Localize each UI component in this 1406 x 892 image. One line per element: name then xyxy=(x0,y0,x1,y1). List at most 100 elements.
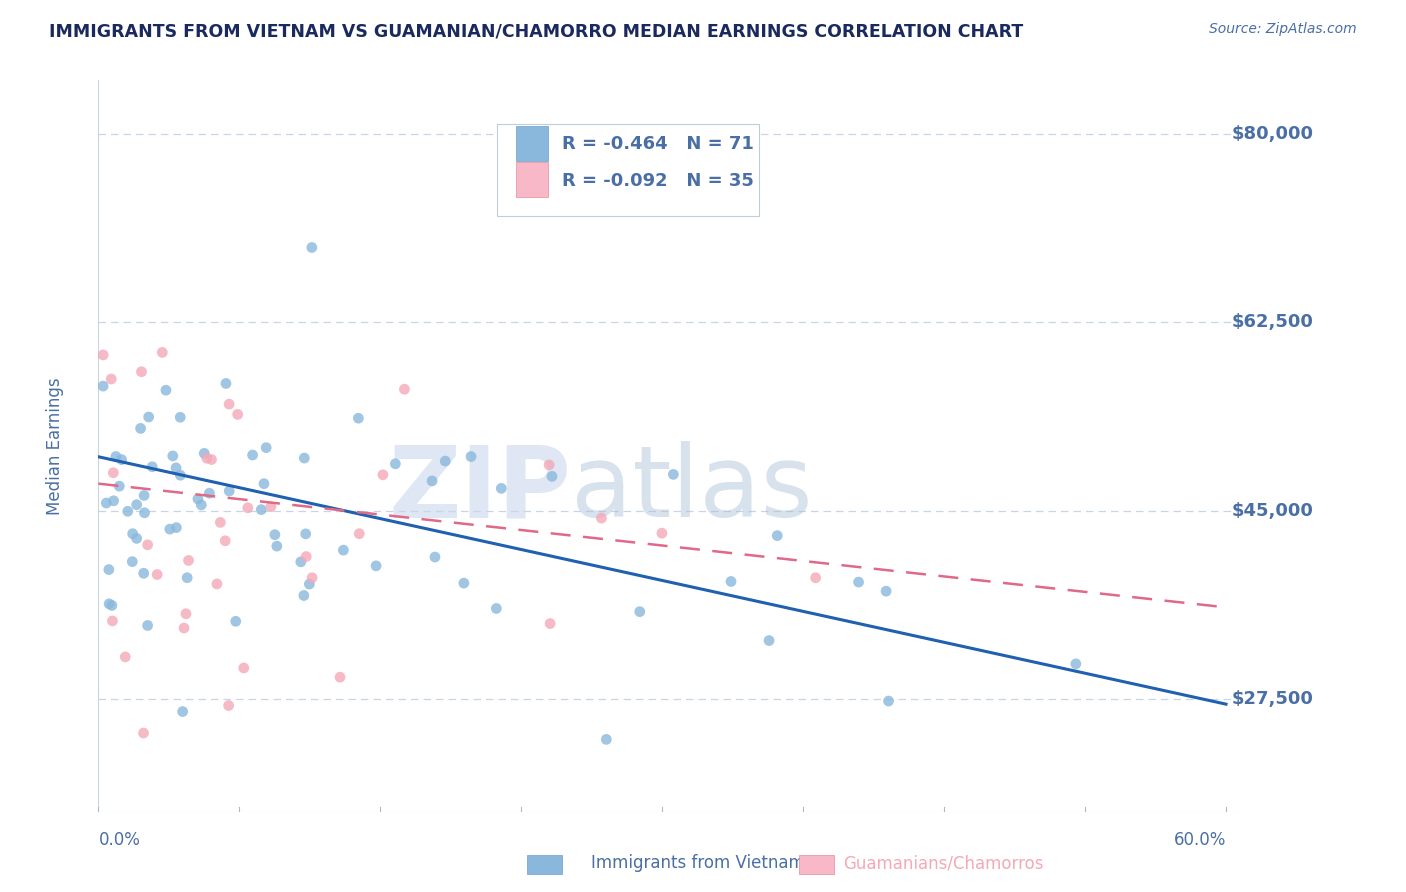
Point xyxy=(266,539,288,553)
Point xyxy=(1064,657,1087,671)
Text: atlas: atlas xyxy=(571,442,813,539)
Point xyxy=(364,558,387,573)
Text: Immigrants from Vietnam: Immigrants from Vietnam xyxy=(591,855,804,872)
Point xyxy=(169,410,191,425)
Point xyxy=(394,382,416,396)
Point xyxy=(371,467,394,482)
Point xyxy=(260,500,283,514)
Point xyxy=(218,397,240,411)
Point xyxy=(177,553,200,567)
Point xyxy=(875,584,897,599)
Point xyxy=(136,538,159,552)
Point xyxy=(198,486,221,500)
Point xyxy=(121,526,143,541)
Point xyxy=(226,408,249,422)
Point xyxy=(138,409,160,424)
Text: ZIP: ZIP xyxy=(388,442,571,539)
Text: $62,500: $62,500 xyxy=(1232,313,1313,331)
Point xyxy=(301,240,323,254)
Point xyxy=(290,555,312,569)
Point xyxy=(595,732,617,747)
Point xyxy=(91,379,114,393)
Point xyxy=(225,615,247,629)
Point xyxy=(209,516,232,530)
Point xyxy=(165,520,187,534)
Point xyxy=(162,449,184,463)
Point xyxy=(125,532,148,546)
Text: 0.0%: 0.0% xyxy=(98,831,141,849)
Text: 60.0%: 60.0% xyxy=(1174,831,1226,849)
Point xyxy=(190,498,212,512)
Text: Guamanians/Chamorros: Guamanians/Chamorros xyxy=(844,855,1045,872)
Point xyxy=(174,607,197,621)
Text: Median Earnings: Median Earnings xyxy=(46,377,65,515)
Point xyxy=(347,411,370,425)
Point xyxy=(263,527,285,541)
Text: $80,000: $80,000 xyxy=(1232,125,1313,143)
Point xyxy=(193,446,215,460)
Text: R = -0.464   N = 71: R = -0.464 N = 71 xyxy=(562,135,754,153)
Point xyxy=(434,454,457,468)
Point xyxy=(187,491,209,506)
Point xyxy=(121,555,143,569)
FancyBboxPatch shape xyxy=(516,126,548,161)
Point xyxy=(110,452,132,467)
Point xyxy=(101,614,124,628)
Point xyxy=(205,577,228,591)
Point xyxy=(384,457,406,471)
Point xyxy=(420,474,443,488)
Point xyxy=(134,506,156,520)
Point xyxy=(117,504,139,518)
Point xyxy=(651,526,673,541)
Point xyxy=(329,670,352,684)
Text: $27,500: $27,500 xyxy=(1232,690,1313,707)
Point xyxy=(758,633,780,648)
Point xyxy=(200,452,222,467)
Point xyxy=(141,459,163,474)
Point xyxy=(250,502,273,516)
Point xyxy=(848,575,870,590)
Point xyxy=(103,493,125,508)
Point xyxy=(294,526,316,541)
Point xyxy=(132,488,155,502)
Point xyxy=(804,571,827,585)
Point xyxy=(491,482,513,496)
Point xyxy=(91,348,114,362)
Point xyxy=(295,549,318,564)
Point xyxy=(155,383,177,397)
Text: R = -0.092   N = 35: R = -0.092 N = 35 xyxy=(562,172,754,190)
Point xyxy=(298,577,321,591)
Point xyxy=(332,543,354,558)
Text: $45,000: $45,000 xyxy=(1232,501,1313,519)
Point xyxy=(214,533,236,548)
Point xyxy=(292,451,315,466)
Point xyxy=(172,705,194,719)
Point xyxy=(301,571,323,585)
Point xyxy=(132,566,155,581)
FancyBboxPatch shape xyxy=(516,162,548,197)
Point xyxy=(453,576,475,591)
Point xyxy=(218,483,240,498)
Point xyxy=(169,468,191,483)
Point xyxy=(136,618,159,632)
Point xyxy=(96,496,118,510)
Point xyxy=(292,589,315,603)
Point xyxy=(349,526,371,541)
Point xyxy=(165,461,187,475)
Point xyxy=(125,498,148,512)
Point xyxy=(215,376,238,391)
Point xyxy=(150,345,173,359)
Point xyxy=(97,563,120,577)
Point xyxy=(132,726,155,740)
Point xyxy=(628,605,651,619)
Point xyxy=(236,500,259,515)
Point xyxy=(176,571,198,585)
Point xyxy=(101,599,124,613)
Point xyxy=(159,522,181,536)
Point xyxy=(146,567,169,582)
Text: IMMIGRANTS FROM VIETNAM VS GUAMANIAN/CHAMORRO MEDIAN EARNINGS CORRELATION CHART: IMMIGRANTS FROM VIETNAM VS GUAMANIAN/CHA… xyxy=(49,22,1024,40)
Point xyxy=(218,698,240,713)
Point xyxy=(662,467,685,482)
Point xyxy=(104,450,127,464)
Point xyxy=(114,649,136,664)
